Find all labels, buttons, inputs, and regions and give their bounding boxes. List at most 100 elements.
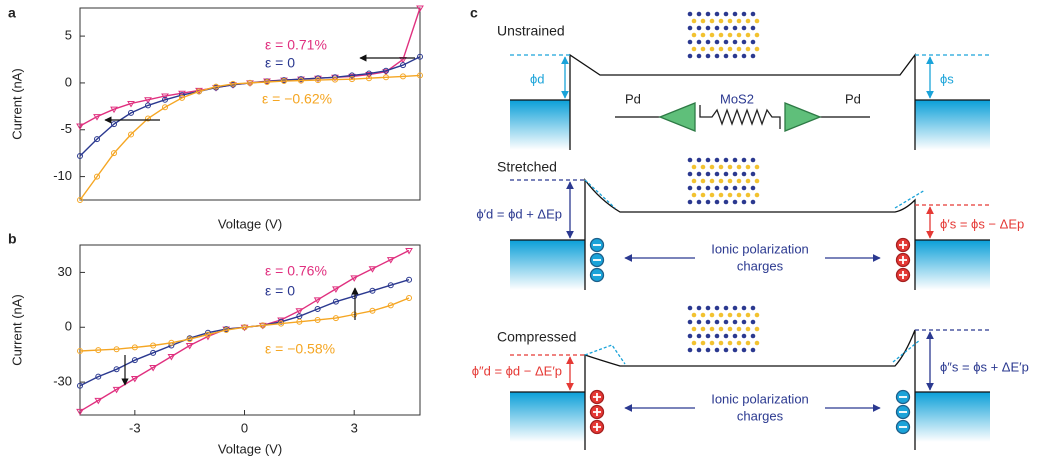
atom [742, 200, 747, 205]
atom [728, 33, 733, 38]
atom [746, 179, 751, 184]
atom [715, 12, 720, 17]
y-tick-label: 0 [65, 74, 72, 89]
band [585, 330, 915, 450]
atom [724, 320, 729, 325]
atom [751, 158, 756, 163]
atom [688, 12, 693, 17]
atom [706, 12, 711, 17]
atom [715, 306, 720, 311]
atom [742, 12, 747, 17]
atom [728, 179, 733, 184]
atom [742, 26, 747, 31]
atom [742, 320, 747, 325]
x-tick-label: 3 [351, 420, 358, 435]
device-label: Pd [625, 91, 641, 106]
atom [724, 348, 729, 353]
atom [715, 54, 720, 59]
atom [706, 200, 711, 205]
x-tick-label: 0 [241, 420, 248, 435]
atom [733, 172, 738, 177]
atom [751, 26, 756, 31]
x-axis-label: Voltage (V) [218, 216, 282, 231]
atom [737, 313, 742, 318]
atom [719, 47, 724, 52]
lattice [688, 158, 760, 205]
atom [724, 12, 729, 17]
atom [746, 313, 751, 318]
atom [751, 40, 756, 45]
atom [715, 320, 720, 325]
mos2-spring [700, 105, 780, 129]
atom [706, 320, 711, 325]
atom [724, 26, 729, 31]
panel-label: b [8, 231, 17, 247]
atom [701, 327, 706, 332]
electrode [510, 392, 585, 442]
atom [755, 193, 760, 198]
atom [697, 320, 702, 325]
section-title: Compressed [497, 329, 576, 345]
atom [733, 26, 738, 31]
charges-label: Ionic polarization [711, 241, 809, 256]
atom [746, 327, 751, 332]
atom [692, 165, 697, 170]
electrode [510, 100, 570, 150]
atom [688, 306, 693, 311]
atom [733, 306, 738, 311]
atom [728, 327, 733, 332]
atom [724, 40, 729, 45]
atom [697, 12, 702, 17]
atom [701, 313, 706, 318]
atom [737, 327, 742, 332]
atom [724, 158, 729, 163]
legend-entry: ε = 0.71% [265, 37, 327, 53]
charges-label: Ionic polarization [711, 391, 809, 406]
atom [688, 158, 693, 163]
atom [719, 179, 724, 184]
atom [710, 33, 715, 38]
atom [706, 186, 711, 191]
diagram: c Unstrained ϕd ϕs Pd MoS2 Pd Stretched … [470, 5, 1029, 450]
barrier-label: ϕd [530, 71, 545, 86]
atom [751, 334, 756, 339]
atom [715, 26, 720, 31]
y-tick-label: 0 [65, 319, 72, 334]
atom [697, 186, 702, 191]
atom [724, 306, 729, 311]
atom [697, 40, 702, 45]
atom [724, 172, 729, 177]
atom [688, 334, 693, 339]
atom [728, 47, 733, 52]
atom [742, 334, 747, 339]
atom [746, 165, 751, 170]
atom [715, 334, 720, 339]
atom [701, 19, 706, 24]
atom [742, 172, 747, 177]
tip [660, 103, 695, 131]
atom [697, 26, 702, 31]
atom [692, 193, 697, 198]
atom [755, 179, 760, 184]
atom [742, 158, 747, 163]
series-line [80, 8, 420, 126]
barrier-label: ϕs [940, 71, 954, 86]
atom [742, 54, 747, 59]
atom [751, 348, 756, 353]
atom [728, 165, 733, 170]
atom [706, 40, 711, 45]
atom [733, 40, 738, 45]
x-tick-label: -3 [129, 420, 141, 435]
legend-entry: ε = 0 [265, 283, 295, 299]
band [585, 180, 915, 290]
atom [751, 320, 756, 325]
atom [706, 348, 711, 353]
atom [701, 341, 706, 346]
atom [715, 348, 720, 353]
atom [710, 341, 715, 346]
panel-label: a [8, 5, 16, 21]
atom [719, 341, 724, 346]
atom [719, 165, 724, 170]
atom [751, 54, 756, 59]
atom [688, 26, 693, 31]
